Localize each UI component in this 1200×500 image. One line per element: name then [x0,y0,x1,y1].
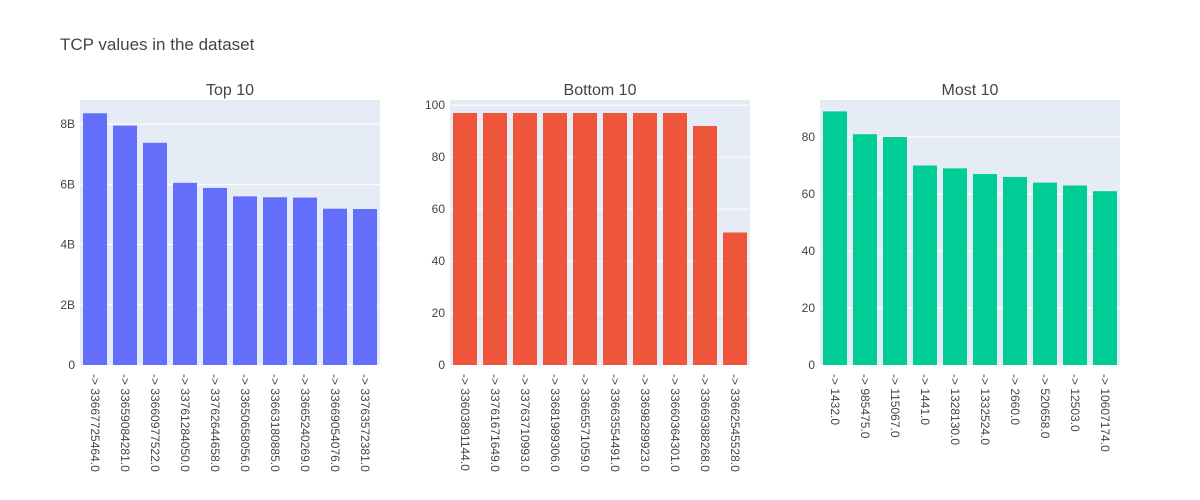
bar [1033,182,1057,365]
y-tick-label: 4B [60,238,75,252]
x-tick-label: -> 33763572381.0 [358,374,372,472]
x-tick-label: -> 33663180885.0 [268,374,282,472]
bar [973,174,997,365]
x-tick-label: -> 33762644658.0 [208,374,222,472]
y-tick-label: 2B [60,298,75,312]
x-tick-label: -> 1328130.0 [948,374,962,445]
subplot-title: Top 10 [206,82,254,99]
bar [513,112,537,365]
figure-title: TCP values in the dataset [60,35,255,54]
x-tick-label: -> 33665571059.0 [578,374,592,472]
panel-2: 0 20 40 60 80 Most 10 -> 1432.0 -> 985475.0 -> 1… [802,82,1120,452]
bar [113,125,137,365]
x-tick-label: -> 33603891144.0 [458,374,472,471]
y-tick-label: 100 [425,98,445,112]
x-tick-label: -> 1441.0 [918,374,932,425]
bar [1003,176,1027,365]
x-tick-label: -> 33659084281.0 [118,374,132,472]
x-tick-label: -> 33660364301.0 [668,374,682,472]
y-tick-label: 60 [432,202,446,216]
x-tick-label: -> 33663554491.0 [608,374,622,472]
x-tick-label: -> 33761671649.0 [488,374,502,472]
bar [723,232,747,365]
bar [293,197,317,365]
bar [173,182,197,365]
x-tick-label: -> 33669054076.0 [328,374,342,472]
x-tick-label: -> 33669388268.0 [698,374,712,472]
bar [633,112,657,365]
y-tick-label: 20 [432,306,446,320]
chart-panels: 0 2B 4B 6B 8B Top 10 -> 33667725464.0 -> 336590… [60,82,1120,472]
bar [853,134,877,365]
y-tick-label: 80 [432,150,446,164]
x-tick-label: -> 115067.0 [888,374,902,438]
panel-0: 0 2B 4B 6B 8B Top 10 -> 33667725464.0 -> 336590… [60,82,380,472]
bar [233,196,257,365]
x-tick-label: -> 12503.0 [1068,374,1082,432]
bar [353,209,377,365]
bar [663,112,687,365]
x-tick-label: -> 33763710993.0 [518,374,532,472]
bar [883,137,907,365]
bar [483,112,507,365]
y-tick-label: 6B [60,177,75,191]
bar [543,112,567,365]
y-tick-label: 20 [802,301,816,315]
bar [913,165,937,365]
bar [1063,185,1087,365]
bar [143,142,167,365]
y-tick-label: 40 [802,244,816,258]
y-tick-label: 60 [802,187,816,201]
bar [603,112,627,365]
x-tick-label: -> 33681989306.0 [548,374,562,472]
bar [693,125,717,365]
x-tick-label: -> 1432.0 [828,374,842,425]
y-tick-label: 40 [432,254,446,268]
x-tick-label: -> 1332524.0 [978,374,992,445]
x-tick-label: -> 33698289923.0 [638,374,652,472]
y-tick-label: 80 [802,130,816,144]
y-tick-label: 0 [808,358,815,372]
x-tick-label: -> 33667725464.0 [88,374,102,472]
x-tick-label: -> 33650658056.0 [238,374,252,472]
y-tick-label: 0 [68,358,75,372]
subplot-title: Bottom 10 [564,82,637,99]
x-tick-label: -> 2660.0 [1008,374,1022,425]
bar [203,187,227,365]
x-tick-label: -> 10607174.0 [1098,374,1112,452]
bar [573,112,597,365]
bar [453,112,477,365]
y-tick-label: 0 [438,358,445,372]
x-tick-label: -> 33761284050.0 [178,374,192,472]
subplot-title: Most 10 [942,82,999,99]
x-tick-label: -> 520658.0 [1038,374,1052,439]
x-tick-label: -> 33660977522.0 [148,374,162,472]
panel-1: 0 20 40 60 80 100 Bottom 10 -> 33603891144.0 -> … [425,82,750,472]
bar [943,168,967,365]
bar [83,113,107,365]
y-tick-label: 8B [60,117,75,131]
bar [823,111,847,365]
x-tick-label: -> 33665240269.0 [298,374,312,472]
x-tick-label: -> 985475.0 [858,374,872,439]
bar [1093,191,1117,365]
bar [263,197,287,365]
x-tick-label: -> 33662545528.0 [728,374,742,472]
bar [323,208,347,365]
